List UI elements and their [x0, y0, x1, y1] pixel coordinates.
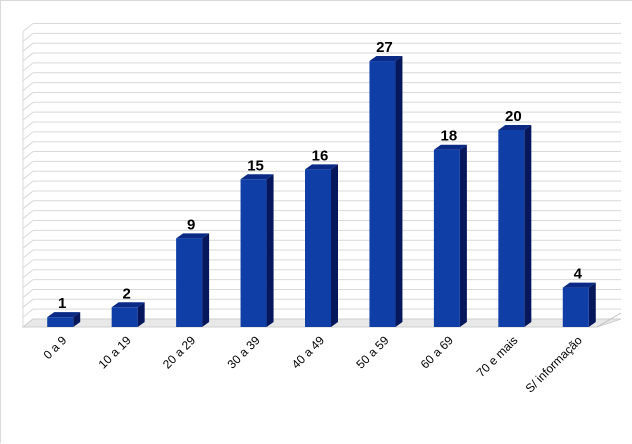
gridline-wall — [22, 220, 34, 229]
gridline-wall — [22, 180, 34, 190]
bar-front — [47, 317, 74, 327]
gridline-wall — [22, 259, 34, 269]
gridline-wall — [22, 289, 34, 298]
value-label: 20 — [505, 108, 522, 125]
bar-front — [562, 287, 589, 327]
bar-side — [73, 312, 81, 327]
gridline-wall — [22, 279, 34, 288]
bar-top — [240, 174, 274, 180]
bar-front — [176, 238, 203, 327]
gridline-wall — [22, 111, 34, 121]
gridline-wall — [22, 141, 34, 151]
bar-top — [433, 144, 467, 150]
gridline-wall — [22, 52, 34, 62]
value-label: 1 — [58, 295, 66, 312]
gridline-wall — [22, 62, 34, 72]
bar-side — [524, 125, 532, 327]
bar-top — [562, 282, 596, 288]
bar-top — [305, 164, 338, 170]
bar-top — [176, 233, 210, 239]
floor-edge — [596, 312, 622, 328]
bar-front — [498, 130, 525, 327]
bar-front — [433, 149, 460, 327]
bar — [498, 125, 532, 327]
bar-side — [459, 144, 467, 327]
gridline-wall — [22, 42, 34, 52]
value-label: 4 — [574, 266, 583, 283]
gridline-wall — [22, 308, 34, 318]
bar-front — [111, 307, 138, 327]
bar-side — [331, 164, 338, 327]
gridline-wall — [22, 229, 34, 239]
value-label: 16 — [312, 147, 329, 164]
bar-front — [240, 179, 267, 327]
category-tick-label: 0 a 9 — [41, 333, 70, 362]
category-tick-label: S/ informação — [523, 333, 585, 395]
gridline-wall — [22, 190, 34, 200]
gridline-wall — [22, 23, 34, 32]
gridline-wall — [22, 239, 34, 249]
value-label: 2 — [122, 285, 130, 302]
bar-front — [305, 169, 331, 327]
bar-side — [588, 282, 596, 327]
category-tick-label: 50 a 59 — [353, 333, 391, 371]
bar — [111, 302, 145, 327]
category-tick-label: 70 e mais — [474, 333, 521, 380]
value-labels: 1 2 9 15 16 27 18 20 4 — [58, 39, 583, 312]
value-label: 9 — [187, 216, 195, 233]
gridline-wall — [22, 32, 34, 42]
gridline-wall — [22, 210, 34, 220]
category-tick-labels: 0 a 9 10 a 19 20 a 29 30 a 39 40 a 49 50 a 59… — [41, 333, 586, 395]
gridline-wall — [22, 151, 34, 160]
category-tick-label: 10 a 19 — [96, 333, 134, 371]
bar-top — [111, 302, 145, 308]
bars — [47, 56, 596, 328]
bar-top — [369, 56, 403, 62]
bar-side — [137, 302, 145, 327]
gridline-wall — [22, 170, 34, 180]
bar-front — [369, 61, 396, 328]
category-tick-label: 20 a 29 — [160, 333, 198, 371]
bar — [305, 164, 338, 327]
gridline-wall — [22, 200, 34, 210]
gridline-wall — [22, 269, 34, 279]
value-label: 27 — [376, 39, 393, 56]
gridline-wall — [22, 131, 34, 141]
bar-side — [202, 233, 210, 327]
bar — [47, 312, 81, 327]
bar-top — [498, 125, 532, 130]
bar — [176, 233, 210, 327]
bar — [433, 144, 467, 327]
gridline-wall — [22, 101, 34, 111]
value-label: 15 — [247, 157, 264, 174]
gridline-wall — [22, 72, 34, 82]
bar — [562, 282, 596, 327]
bar — [369, 56, 403, 328]
bar-top — [47, 312, 81, 318]
gridline-wall — [22, 121, 34, 131]
gridline-wall — [22, 249, 34, 259]
gridline-wall — [22, 298, 34, 308]
gridline-wall — [22, 161, 34, 170]
bar-side — [266, 174, 274, 327]
bar — [240, 174, 274, 327]
category-tick-label: 60 a 69 — [418, 333, 456, 371]
gridline-wall — [22, 82, 34, 91]
gridline-wall — [22, 92, 34, 101]
category-tick-label: 40 a 49 — [289, 333, 327, 371]
bar-side — [395, 56, 403, 328]
value-label: 18 — [441, 128, 458, 145]
category-tick-label: 30 a 39 — [224, 333, 262, 371]
